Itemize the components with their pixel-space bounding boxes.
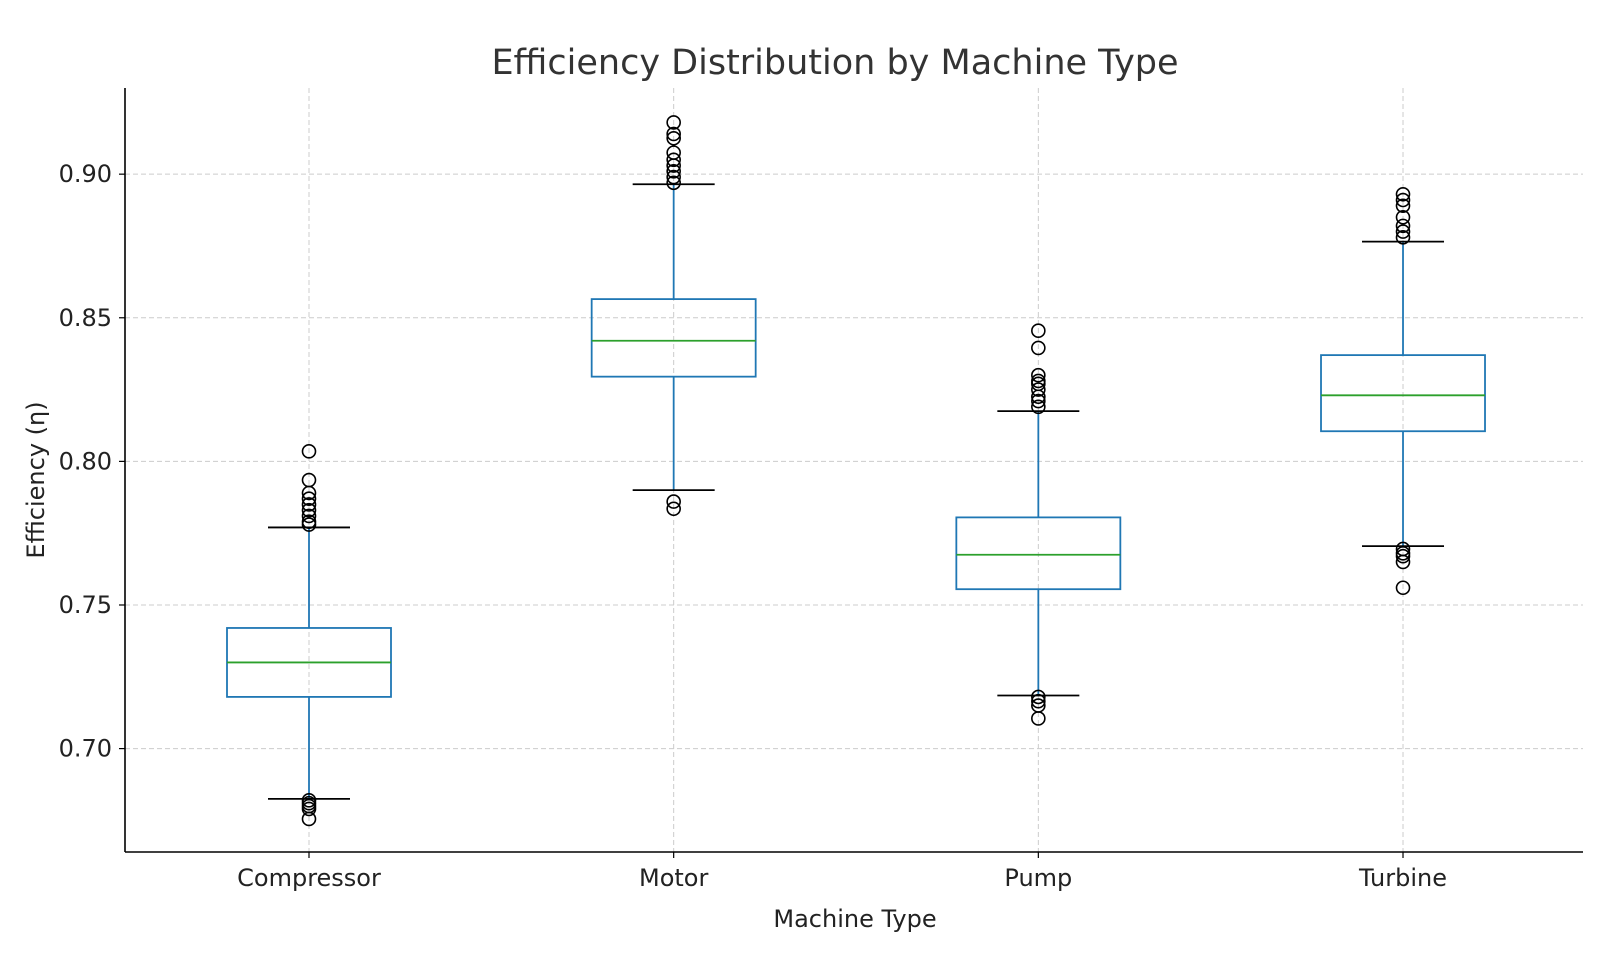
x-tick-label: Motor	[639, 864, 708, 892]
flier-point	[301, 514, 317, 529]
flier-point	[666, 169, 681, 185]
x-tick-label: Compressor	[237, 864, 381, 892]
box-group-pump	[955, 323, 1122, 726]
flier-point	[666, 494, 681, 509]
box-iqr	[590, 298, 757, 378]
chart-title: Efficiency Distribution by Machine Type	[491, 43, 1178, 83]
box-iqr	[955, 516, 1122, 591]
x-tick-label: Pump	[1004, 864, 1072, 892]
flier-point	[1395, 541, 1411, 557]
flier-point	[666, 130, 681, 146]
flier-point	[1031, 382, 1046, 397]
flier-point	[1031, 340, 1046, 356]
flier-point	[1031, 693, 1046, 709]
y-axis-label: Efficiency (η)	[22, 401, 50, 558]
flier-point	[1395, 224, 1411, 239]
flier-point	[301, 502, 317, 518]
flier-point	[1031, 399, 1046, 415]
flier-point	[1031, 393, 1046, 409]
boxes	[226, 115, 1486, 827]
axes	[124, 88, 1583, 853]
box-group-motor	[590, 115, 757, 517]
flier-point	[1031, 689, 1046, 705]
flier-point	[301, 497, 317, 512]
box-group-compressor	[226, 444, 392, 827]
flier-point	[1031, 698, 1046, 713]
y-tick-labels: 0.70 0.75 0.80 0.85 0.90	[59, 160, 125, 763]
flier-point	[1395, 209, 1411, 225]
box-group-turbine	[1320, 186, 1486, 596]
flier-point	[1031, 323, 1046, 338]
flier-point	[666, 152, 681, 168]
flier-point	[1395, 186, 1411, 202]
y-tick-label: 0.80	[59, 447, 112, 475]
y-tick-label: 0.85	[59, 304, 112, 332]
flier-point	[666, 175, 681, 191]
box-iqr	[1320, 354, 1486, 433]
y-tick-label: 0.70	[59, 735, 112, 763]
flier-point	[301, 444, 317, 459]
grid-lines	[125, 88, 1583, 852]
y-tick-label: 0.75	[59, 591, 112, 619]
flier-point	[301, 491, 317, 507]
flier-point	[666, 163, 681, 179]
flier-point	[301, 508, 317, 524]
flier-point	[666, 145, 681, 160]
flier-point	[1395, 545, 1411, 561]
flier-point	[1395, 230, 1411, 245]
x-axis-label: Machine Type	[773, 905, 936, 933]
flier-point	[301, 472, 317, 488]
flier-point	[1395, 218, 1411, 234]
flier-point	[301, 793, 317, 808]
flier-point	[1031, 373, 1046, 389]
flier-point	[1395, 198, 1411, 214]
flier-point	[666, 501, 681, 517]
x-tick-labels: Compressor Motor Pump Turbine	[237, 852, 1447, 892]
flier-point	[1395, 192, 1411, 208]
flier-point	[1031, 367, 1046, 383]
x-tick-label: Turbine	[1358, 864, 1447, 892]
flier-point	[1395, 580, 1411, 596]
y-tick-label: 0.90	[59, 160, 112, 188]
flier-point	[666, 126, 681, 142]
flier-point	[666, 115, 681, 130]
